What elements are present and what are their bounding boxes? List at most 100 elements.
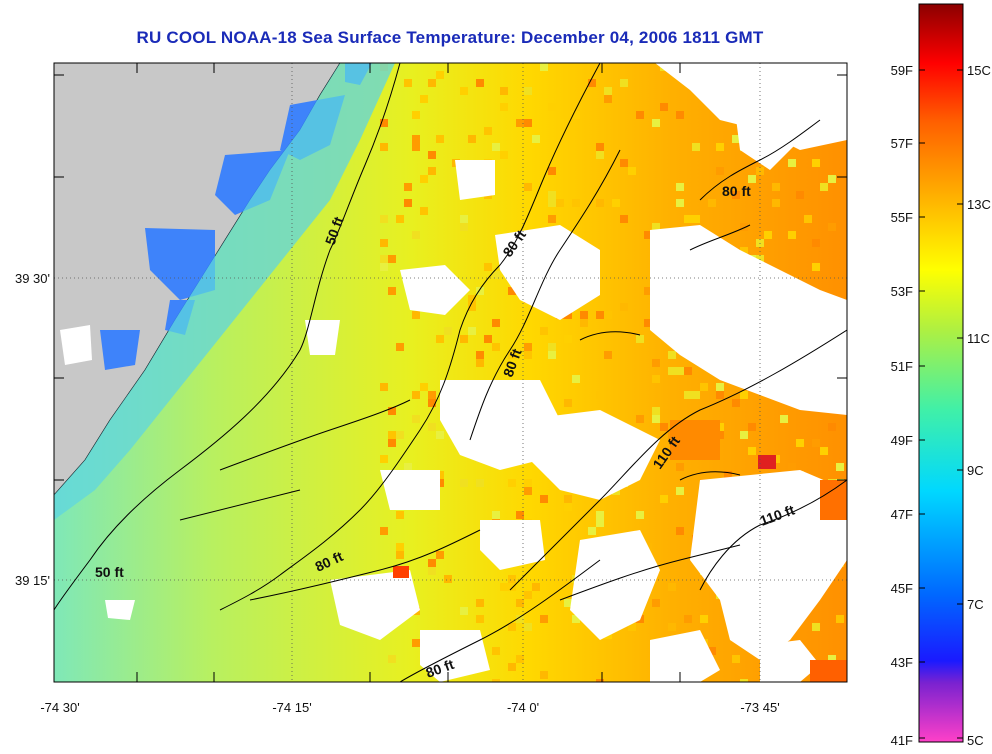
sst-pixel bbox=[508, 663, 516, 671]
sst-pixel bbox=[732, 655, 740, 663]
sst-pixel bbox=[564, 335, 572, 343]
sst-pixel bbox=[428, 423, 436, 431]
sst-pixel bbox=[652, 407, 660, 415]
colorbar-c-label: 11C bbox=[967, 331, 990, 346]
sst-pixel bbox=[556, 199, 564, 207]
map-title: RU COOL NOAA-18 Sea Surface Temperature:… bbox=[136, 28, 764, 47]
sst-pixel bbox=[380, 455, 388, 463]
sst-pixel bbox=[412, 415, 420, 423]
sst-pixel bbox=[508, 351, 516, 359]
sst-pixel bbox=[548, 103, 556, 111]
sst-pixel bbox=[828, 223, 836, 231]
contour-110ft-a bbox=[509, 329, 847, 591]
sst-pixel bbox=[460, 87, 468, 95]
sst-pixel bbox=[596, 151, 604, 159]
sst-pixel bbox=[404, 463, 412, 471]
sst-pixel bbox=[788, 159, 796, 167]
sst-pixel bbox=[524, 479, 532, 487]
colorbar-f-label: 59F bbox=[891, 63, 913, 78]
x-axis-labels: -74 30' -74 15' -74 0' -73 45' bbox=[40, 700, 779, 715]
sst-pixel bbox=[652, 375, 660, 383]
sst-pixel bbox=[468, 303, 476, 311]
sst-pixel bbox=[380, 119, 388, 127]
x-tick-label: -74 30' bbox=[40, 700, 79, 715]
sst-pixel bbox=[644, 231, 652, 239]
sst-pixel bbox=[596, 199, 604, 207]
sst-pixel bbox=[828, 655, 836, 663]
sst-pixel bbox=[476, 351, 484, 359]
colorbar-c-label: 15C bbox=[967, 63, 991, 78]
sst-pixel bbox=[548, 351, 556, 359]
sst-pixel bbox=[580, 311, 588, 319]
x-tick-label: -74 15' bbox=[272, 700, 311, 715]
temperature-colorbar: 59F 57F 55F 53F 51F 49F 47F 45F 43F 41F … bbox=[891, 3, 991, 748]
sst-pixel bbox=[596, 191, 604, 199]
sst-pixel bbox=[436, 431, 444, 439]
fahrenheit-labels: 59F 57F 55F 53F 51F 49F 47F 45F 43F 41F bbox=[891, 63, 913, 748]
colorbar-c-label: 9C bbox=[967, 463, 984, 478]
sst-pixel bbox=[476, 79, 484, 87]
sst-pixel bbox=[460, 223, 468, 231]
sst-pixel bbox=[796, 439, 804, 447]
sst-pixel bbox=[420, 207, 428, 215]
sst-pixel bbox=[508, 575, 516, 583]
y-tick-label: 39 15' bbox=[15, 573, 50, 588]
sst-pixel bbox=[500, 103, 508, 111]
sst-pixel bbox=[404, 183, 412, 191]
sst-pixel bbox=[812, 159, 820, 167]
sst-pixel bbox=[380, 527, 388, 535]
sst-pixel bbox=[460, 607, 468, 615]
sst-pixel bbox=[436, 551, 444, 559]
sst-pixel bbox=[412, 391, 420, 399]
warm-spots bbox=[393, 420, 847, 682]
sst-pixel bbox=[396, 543, 404, 551]
sst-pixel bbox=[548, 343, 556, 351]
sst-pixel bbox=[732, 191, 740, 199]
sst-pixel bbox=[524, 623, 532, 631]
sst-pixel bbox=[492, 647, 500, 655]
sst-pixel bbox=[740, 431, 748, 439]
sst-pixel bbox=[380, 383, 388, 391]
sst-pixel bbox=[540, 671, 548, 679]
contour-80ft-c bbox=[399, 559, 601, 682]
sst-pixel bbox=[668, 583, 676, 591]
colorbar-f-label: 57F bbox=[891, 136, 913, 151]
sst-pixel bbox=[476, 615, 484, 623]
sst-pixel bbox=[812, 263, 820, 271]
sst-pixel bbox=[516, 655, 524, 663]
sst-pixel bbox=[564, 399, 572, 407]
sst-pixel bbox=[380, 215, 388, 223]
sst-pixel bbox=[428, 167, 436, 175]
sst-pixel bbox=[532, 583, 540, 591]
sst-pixel bbox=[588, 79, 596, 87]
sst-pixel bbox=[748, 423, 756, 431]
sst-pixel bbox=[420, 175, 428, 183]
sst-pixel bbox=[412, 111, 420, 119]
x-tick-label: -74 0' bbox=[507, 700, 539, 715]
sst-pixel bbox=[572, 199, 580, 207]
sst-pixel bbox=[428, 567, 436, 575]
sst-pixel bbox=[540, 615, 548, 623]
sst-pixel bbox=[412, 639, 420, 647]
sst-pixel bbox=[732, 135, 740, 143]
sst-pixel bbox=[428, 559, 436, 567]
sst-pixel bbox=[636, 511, 644, 519]
sst-pixel bbox=[684, 615, 692, 623]
sst-pixel bbox=[604, 311, 612, 319]
sst-pixel bbox=[396, 343, 404, 351]
sst-pixel bbox=[572, 615, 580, 623]
sst-pixel bbox=[604, 95, 612, 103]
sst-pixel bbox=[644, 319, 652, 327]
sst-pixel bbox=[484, 263, 492, 271]
sst-pixel bbox=[620, 303, 628, 311]
sst-pixel bbox=[748, 447, 756, 455]
sst-pixel bbox=[836, 463, 844, 471]
sst-pixel bbox=[380, 239, 388, 247]
sst-pixel bbox=[436, 335, 444, 343]
sst-pixel bbox=[748, 175, 756, 183]
colorbar-f-label: 45F bbox=[891, 581, 913, 596]
contour-80ft-d bbox=[699, 119, 821, 201]
sst-pixel bbox=[684, 215, 692, 223]
sst-pixel bbox=[396, 431, 404, 439]
sst-pixel bbox=[532, 135, 540, 143]
